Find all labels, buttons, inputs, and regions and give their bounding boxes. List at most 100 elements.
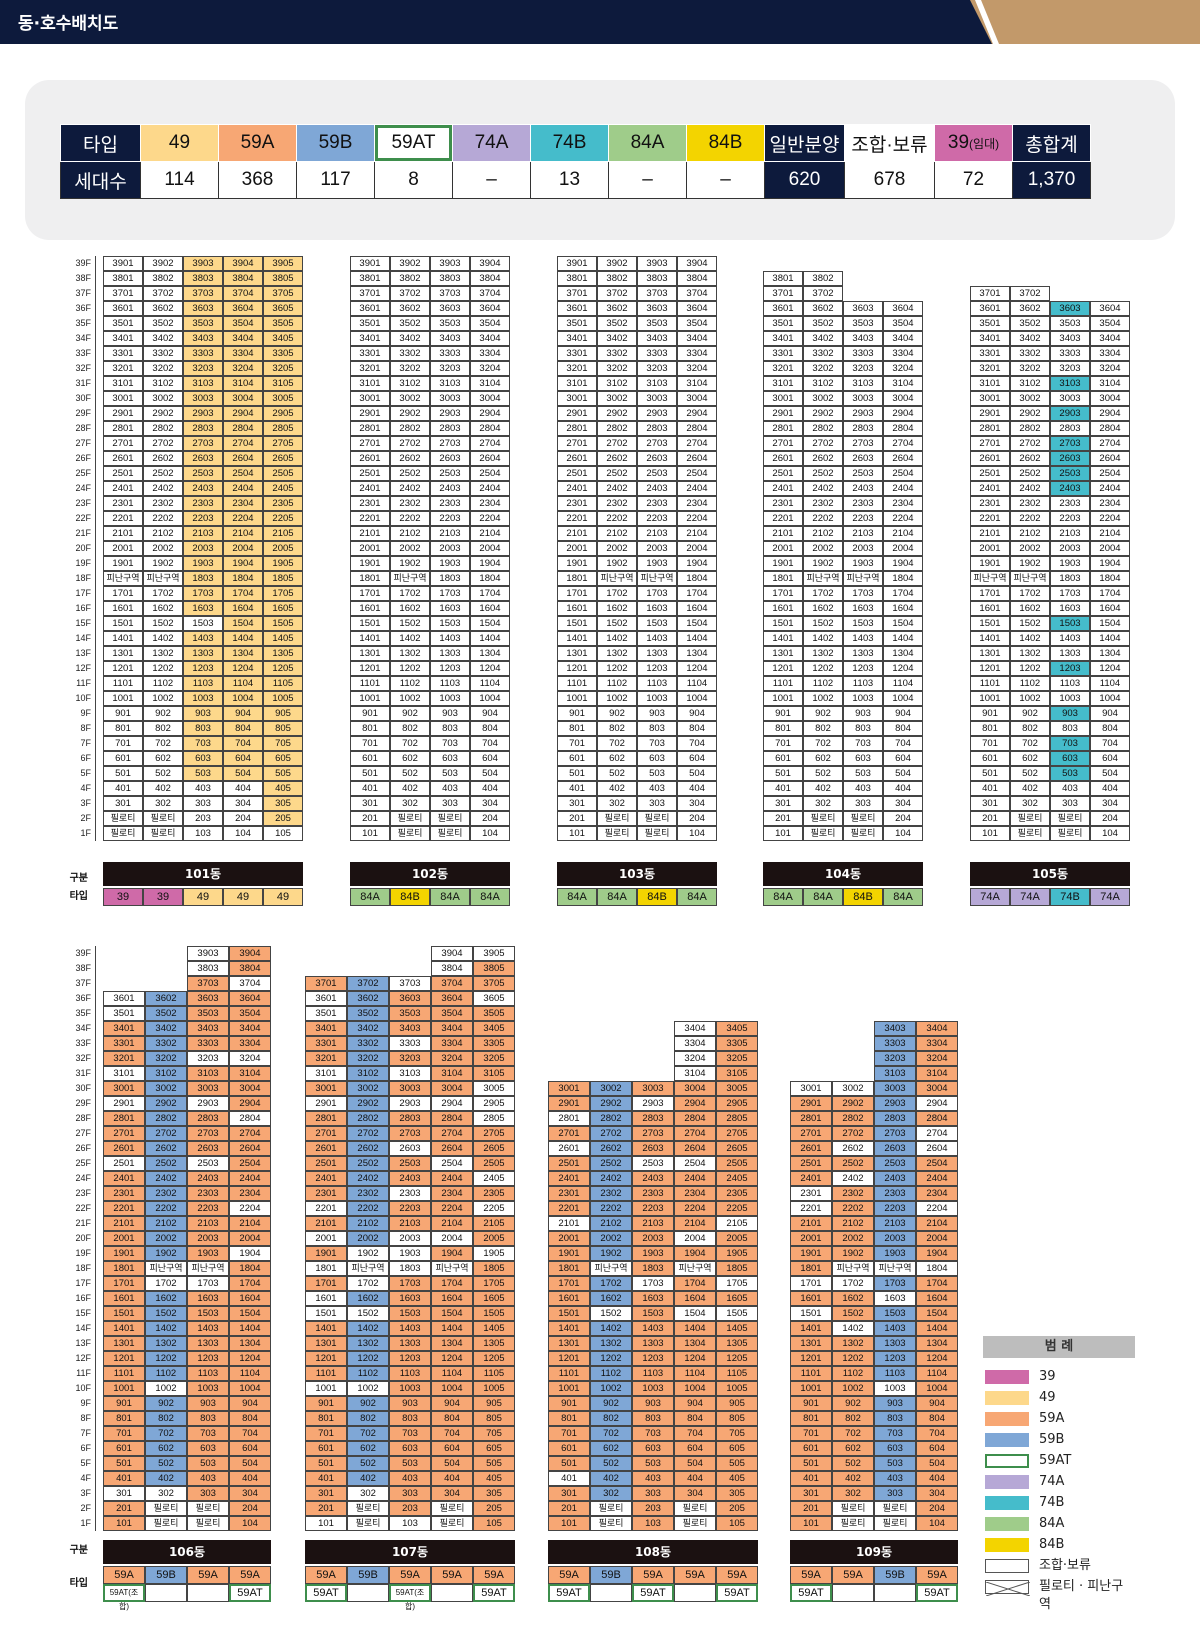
building-type-cell: 59A: [916, 1566, 958, 1584]
unit-cell: 1605: [716, 1291, 758, 1306]
unit-cell: 2203: [874, 1201, 916, 1216]
unit-cell: 2003: [632, 1231, 674, 1246]
unit-cell: 303: [632, 1486, 674, 1501]
unit-cell: 1505: [716, 1306, 758, 1321]
floor-label: 6F: [64, 751, 96, 766]
unit-cell: 304: [470, 796, 510, 811]
unit-cell: 505: [716, 1456, 758, 1471]
unit-cell: 1001: [557, 691, 597, 706]
unit-cell: 2801: [103, 421, 143, 436]
unit-cell: 703: [187, 1426, 229, 1441]
unit-cell: 3505: [473, 1006, 515, 1021]
unit-cell: 2202: [803, 511, 843, 526]
unit-cell: 3204: [223, 361, 263, 376]
unit-cell: 3201: [763, 361, 803, 376]
unit-cell: 3701: [305, 976, 347, 991]
unit-cell: 2601: [548, 1141, 590, 1156]
summary-type-39: 39(임대): [934, 124, 1013, 162]
unit-cell: 1202: [1010, 661, 1050, 676]
unit-cell: 2905: [716, 1096, 758, 1111]
unit-cell: 1005: [473, 1381, 515, 1396]
unit-cell: 501: [970, 766, 1010, 781]
unit-cell: 3804: [677, 271, 717, 286]
unit-cell: 3003: [430, 391, 470, 406]
unit-cell: 902: [145, 1396, 187, 1411]
unit-cell: 1201: [557, 661, 597, 676]
unit-cell: 2502: [590, 1156, 632, 1171]
unit-cell: 1501: [103, 616, 143, 631]
unit-cell: 1204: [1090, 661, 1130, 676]
unit-cell: 3801: [557, 271, 597, 286]
unit-special: 필로티: [637, 811, 677, 826]
unit-cell: 2701: [305, 1126, 347, 1141]
unit-cell: 3304: [223, 346, 263, 361]
unit-cell: 2503: [430, 466, 470, 481]
unit-cell: 301: [305, 1486, 347, 1501]
unit-cell: 3504: [223, 316, 263, 331]
unit-cell: 1304: [431, 1336, 473, 1351]
unit-cell: 3904: [223, 256, 263, 271]
unit-cell: 1303: [874, 1336, 916, 1351]
unit-cell: 803: [632, 1411, 674, 1426]
unit-cell: 502: [832, 1456, 874, 1471]
unit-cell: 2802: [803, 421, 843, 436]
unit-cell: 2005: [473, 1231, 515, 1246]
floor-label: 7F: [64, 736, 96, 751]
building-name: 107동: [305, 1540, 515, 1564]
unit-cell: 3504: [1090, 316, 1130, 331]
unit-cell: 1203: [632, 1351, 674, 1366]
unit-cell: 1801: [350, 571, 390, 586]
unit-cell: 1502: [597, 616, 637, 631]
unit-cell: 3304: [677, 346, 717, 361]
unit-cell: 2503: [1050, 466, 1090, 481]
unit-cell: 1004: [883, 691, 923, 706]
unit-cell: 2003: [1050, 541, 1090, 556]
legend-swatch: [985, 1475, 1029, 1489]
unit-cell: 2103: [430, 526, 470, 541]
unit-cell: 1004: [1090, 691, 1130, 706]
floor-label: 25F: [64, 1156, 96, 1171]
unit-cell: 801: [763, 721, 803, 736]
unit-cell: 3201: [305, 1051, 347, 1066]
unit-cell: 3201: [557, 361, 597, 376]
unit-cell: 2603: [430, 451, 470, 466]
unit-cell: 1801: [103, 1261, 145, 1276]
unit-special: 피난구역: [390, 571, 430, 586]
unit-cell: 1701: [790, 1276, 832, 1291]
unit-cell: 1902: [143, 556, 183, 571]
unit-cell: 2705: [716, 1126, 758, 1141]
unit-cell: 504: [229, 1456, 271, 1471]
unit-cell: 2602: [590, 1141, 632, 1156]
unit-cell: 1703: [389, 1276, 431, 1291]
unit-cell: 3802: [390, 271, 430, 286]
unit-cell: 3401: [103, 1021, 145, 1036]
unit-cell: 1804: [916, 1261, 958, 1276]
unit-cell: 704: [677, 736, 717, 751]
summary-type-74B: 74B: [530, 124, 609, 162]
unit-cell: 2504: [431, 1156, 473, 1171]
unit-cell: 2003: [843, 541, 883, 556]
floor-label: 36F: [64, 301, 96, 316]
unit-cell: 2301: [970, 496, 1010, 511]
unit-cell: 2302: [590, 1186, 632, 1201]
unit-cell: 1601: [103, 1291, 145, 1306]
unit-cell: 3904: [470, 256, 510, 271]
unit-cell: 1902: [597, 556, 637, 571]
unit-cell: 3204: [883, 361, 923, 376]
unit-cell: 1705: [716, 1276, 758, 1291]
unit-special: 피난구역: [803, 571, 843, 586]
unit-cell: 2904: [677, 406, 717, 421]
unit-cell: 1804: [1090, 571, 1130, 586]
unit-cell: 302: [1010, 796, 1050, 811]
unit-cell: 1103: [187, 1366, 229, 1381]
unit-cell: 1104: [677, 676, 717, 691]
unit-cell: 2502: [832, 1156, 874, 1171]
unit-cell: 3801: [763, 271, 803, 286]
unit-cell: 2002: [145, 1231, 187, 1246]
floor-label: 8F: [64, 1411, 96, 1426]
unit-cell: 3704: [431, 976, 473, 991]
unit-cell: 2503: [632, 1156, 674, 1171]
unit-cell: 2503: [187, 1156, 229, 1171]
unit-cell: 1702: [832, 1276, 874, 1291]
unit-cell: 2503: [389, 1156, 431, 1171]
